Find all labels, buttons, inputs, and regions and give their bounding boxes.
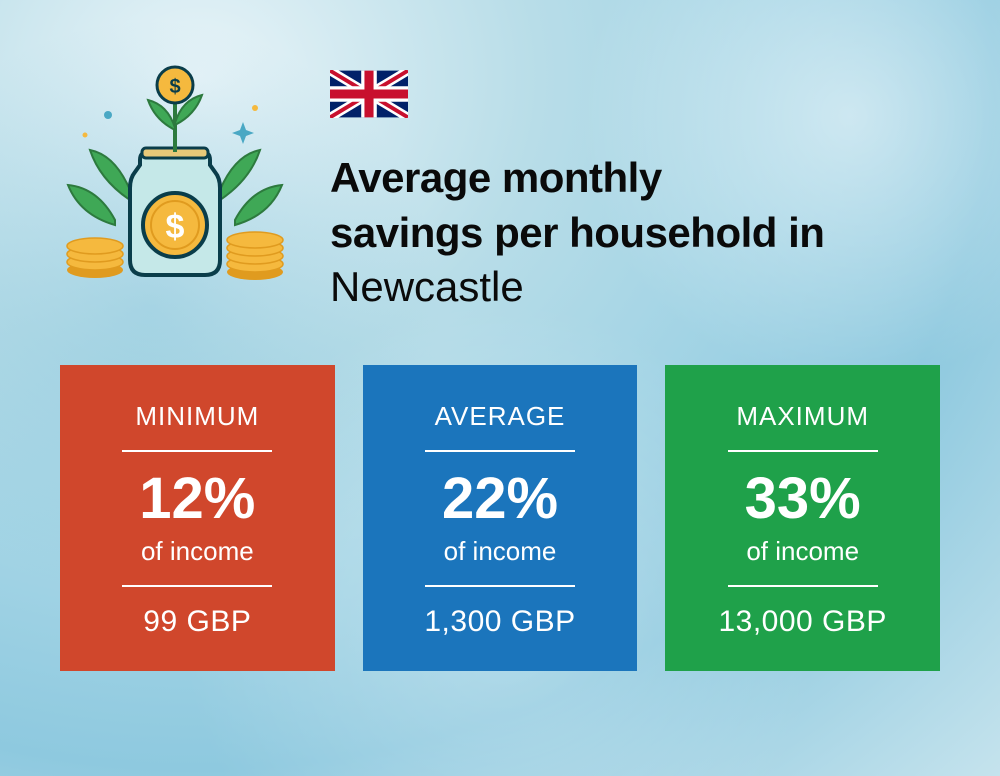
page-title: Average monthly savings per household in [330,151,940,260]
divider-icon [122,585,272,587]
title-line-1: Average monthly [330,154,662,201]
savings-jar-icon: $ $ [60,60,290,290]
divider-icon [728,585,878,587]
uk-flag-icon [330,70,408,118]
card-minimum: MINIMUM 12% of income 99 GBP [60,365,335,671]
card-percent: 12% [139,470,255,528]
card-percent: 33% [745,470,861,528]
card-sub: of income [746,536,859,567]
card-amount: 1,300 GBP [424,605,575,639]
divider-icon [425,450,575,452]
divider-icon [728,450,878,452]
card-amount: 99 GBP [143,605,251,639]
stat-cards: MINIMUM 12% of income 99 GBP AVERAGE 22%… [0,315,1000,671]
card-label: MAXIMUM [736,401,869,432]
title-line-2: savings per household in [330,209,824,256]
card-sub: of income [141,536,254,567]
coin-stack-left-icon [67,238,123,278]
header: $ $ Average monthly savings per househol… [0,0,1000,315]
card-sub: of income [444,536,557,567]
svg-text:$: $ [166,208,185,246]
divider-icon [425,585,575,587]
card-maximum: MAXIMUM 33% of income 13,000 GBP [665,365,940,671]
divider-icon [122,450,272,452]
card-label: AVERAGE [435,401,566,432]
coin-stack-right-icon [227,232,283,280]
title-block: Average monthly savings per household in… [330,60,940,315]
svg-text:$: $ [169,76,180,98]
card-amount: 13,000 GBP [718,605,886,639]
title-city: Newcastle [330,260,940,315]
card-percent: 22% [442,470,558,528]
card-average: AVERAGE 22% of income 1,300 GBP [363,365,638,671]
card-label: MINIMUM [135,401,259,432]
